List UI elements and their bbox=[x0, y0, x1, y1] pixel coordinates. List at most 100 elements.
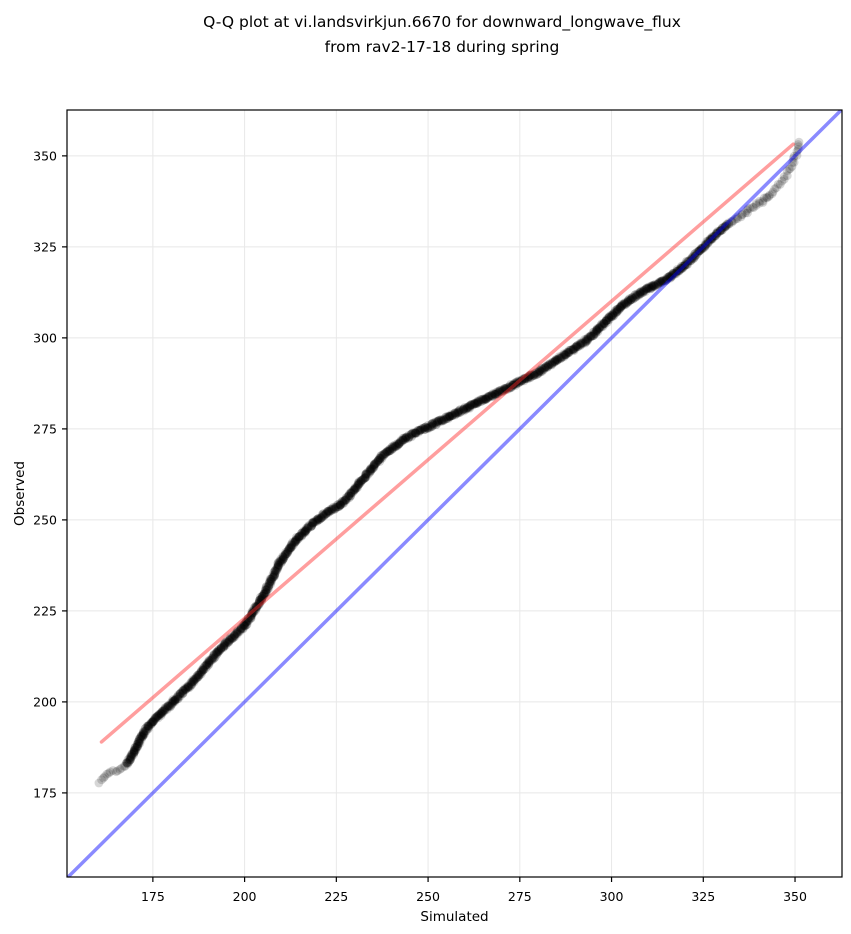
scatter-point bbox=[298, 529, 308, 538]
scatter-point bbox=[272, 566, 282, 575]
scatter-point bbox=[371, 459, 381, 469]
scatter-point bbox=[676, 261, 686, 271]
scatter-point bbox=[631, 292, 641, 302]
scatter-point bbox=[278, 554, 288, 564]
scatter-point bbox=[149, 717, 159, 726]
scatter-point bbox=[399, 435, 409, 445]
scatter-point bbox=[569, 344, 579, 354]
scatter-point bbox=[207, 654, 217, 664]
scatter-point bbox=[131, 745, 141, 754]
scatter-point bbox=[354, 479, 364, 488]
scatter-point bbox=[529, 370, 539, 380]
scatter-point bbox=[702, 239, 712, 249]
scatter-point bbox=[239, 620, 248, 630]
scatter-point bbox=[113, 766, 122, 776]
scatter-point bbox=[431, 418, 440, 428]
scatter-point bbox=[764, 192, 774, 201]
scatter-point bbox=[676, 264, 686, 273]
scatter-point bbox=[650, 281, 660, 291]
scatter-point bbox=[266, 574, 276, 584]
scatter-point bbox=[503, 382, 513, 392]
scatter-point bbox=[462, 403, 472, 413]
scatter-point bbox=[129, 748, 139, 757]
scatter-point bbox=[216, 643, 226, 652]
scatter-point bbox=[316, 513, 326, 523]
scatter-point bbox=[204, 658, 214, 668]
scatter-point bbox=[129, 747, 139, 757]
scatter-point bbox=[422, 423, 432, 433]
scatter-point bbox=[129, 746, 139, 756]
scatter-point bbox=[376, 453, 385, 463]
scatter-point bbox=[431, 420, 441, 429]
scatter-point bbox=[667, 271, 677, 280]
scatter-point bbox=[333, 502, 343, 512]
scatter-point bbox=[410, 428, 420, 438]
scatter-point bbox=[487, 391, 497, 401]
scatter-point bbox=[525, 370, 535, 380]
scatter-point bbox=[162, 702, 172, 712]
scatter-point bbox=[669, 268, 678, 278]
scatter-point bbox=[212, 647, 222, 657]
scatter-point bbox=[450, 408, 460, 418]
scatter-point bbox=[363, 467, 373, 477]
scatter-point bbox=[573, 342, 583, 352]
scatter-point bbox=[297, 530, 307, 540]
scatter-point bbox=[173, 694, 183, 704]
scatter-point bbox=[517, 376, 527, 386]
scatter-point bbox=[229, 630, 239, 640]
scatter-point bbox=[273, 564, 282, 574]
scatter-point bbox=[707, 233, 717, 243]
scatter-point bbox=[542, 362, 551, 371]
scatter-point bbox=[203, 657, 213, 667]
scatter-point bbox=[670, 268, 679, 278]
scatter-point bbox=[348, 486, 357, 496]
scatter-point bbox=[399, 433, 409, 443]
scatter-point bbox=[290, 537, 299, 547]
scatter-point bbox=[659, 276, 668, 286]
scatter-point bbox=[350, 484, 360, 494]
scatter-point bbox=[223, 638, 233, 647]
scatter-point bbox=[276, 556, 285, 566]
scatter-point bbox=[126, 751, 136, 761]
scatter-point bbox=[180, 684, 190, 694]
scatter-point bbox=[421, 422, 430, 432]
scatter-point bbox=[678, 262, 687, 271]
scatter-point bbox=[630, 290, 640, 300]
scatter-point bbox=[346, 487, 356, 497]
scatter-point bbox=[452, 408, 462, 418]
scatter-point bbox=[705, 234, 715, 244]
scatter-point bbox=[486, 390, 496, 400]
scatter-point bbox=[130, 745, 139, 755]
scatter-point bbox=[291, 537, 300, 547]
scatter-point bbox=[184, 682, 193, 692]
scatter-point bbox=[129, 746, 139, 755]
scatter-point bbox=[200, 661, 210, 671]
scatter-point bbox=[434, 415, 443, 425]
scatter-point bbox=[361, 469, 371, 479]
scatter-point bbox=[145, 719, 155, 729]
scatter-point bbox=[335, 500, 345, 510]
scatter-point bbox=[291, 535, 301, 545]
scatter-point bbox=[461, 405, 471, 415]
scatter-point bbox=[174, 690, 183, 700]
scatter-point bbox=[717, 223, 727, 233]
scatter-point bbox=[255, 595, 265, 605]
scatter-point bbox=[201, 664, 210, 674]
scatter-point bbox=[537, 364, 546, 374]
scatter-point bbox=[476, 395, 486, 404]
scatter-point bbox=[441, 413, 451, 422]
scatter-point bbox=[262, 585, 272, 594]
scatter-point bbox=[712, 229, 722, 238]
scatter-point bbox=[596, 320, 606, 330]
scatter-point bbox=[138, 732, 147, 742]
scatter-point bbox=[319, 511, 329, 520]
scatter-point bbox=[444, 414, 453, 423]
scatter-point bbox=[597, 320, 607, 330]
scatter-point bbox=[767, 189, 777, 199]
scatter-point bbox=[663, 274, 672, 284]
scatter-point bbox=[324, 506, 333, 516]
scatter-point bbox=[751, 199, 761, 209]
scatter-point bbox=[720, 222, 730, 231]
scatter-point bbox=[454, 407, 463, 416]
scatter-point bbox=[198, 664, 208, 674]
